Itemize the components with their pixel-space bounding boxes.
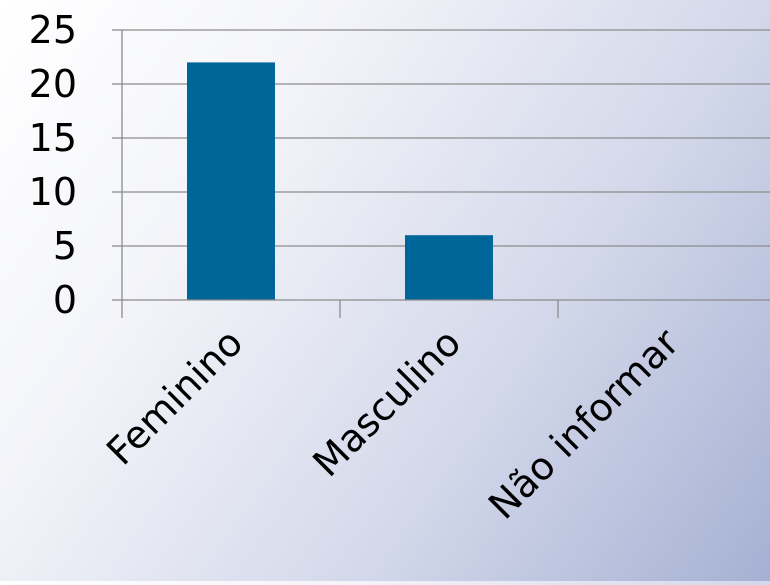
y-tick-label: 5 bbox=[53, 224, 77, 268]
y-tick-label: 25 bbox=[29, 8, 77, 52]
x-category-label: Masculino bbox=[304, 320, 469, 485]
axes bbox=[112, 29, 770, 318]
y-tick-label: 20 bbox=[29, 62, 77, 106]
y-tick-label: 10 bbox=[29, 170, 77, 214]
x-category-label: Não informar bbox=[480, 320, 688, 528]
y-tick-label: 15 bbox=[29, 116, 77, 160]
y-tick-label: 0 bbox=[53, 278, 77, 322]
bar-feminino bbox=[187, 62, 275, 301]
x-category-labels: Feminino Masculino Não informar bbox=[98, 320, 688, 528]
x-category-label: Feminino bbox=[98, 320, 251, 473]
y-tick-labels: 0 5 10 15 20 25 bbox=[29, 8, 77, 322]
bar-masculino bbox=[405, 235, 493, 300]
bars bbox=[187, 62, 493, 301]
